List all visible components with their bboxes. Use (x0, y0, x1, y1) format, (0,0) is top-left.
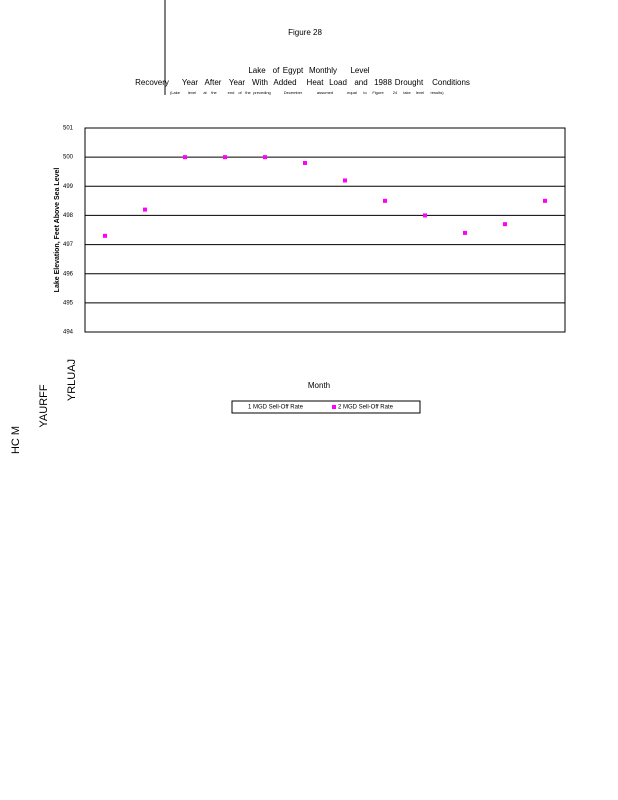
heading-word: of (273, 66, 280, 75)
heading-note: lake (403, 90, 411, 95)
y-tick-label: 494 (63, 330, 74, 336)
heading-word: Drought (395, 78, 424, 87)
heading-note: to (363, 90, 367, 95)
heading-note: end (228, 90, 235, 95)
heading-word: After (205, 78, 222, 87)
y-tick-label: 500 (63, 155, 74, 161)
point (343, 178, 347, 183)
legend-label: 1 MGD Sell-Off Rate (248, 405, 304, 411)
legend-box (231, 400, 421, 414)
point (103, 233, 107, 238)
y-tick-label: 499 (63, 184, 74, 190)
heading-note: of (238, 90, 242, 95)
side-text: YRLUAJ (66, 359, 78, 401)
heading-note: December (284, 90, 303, 95)
point (183, 155, 187, 160)
heading-word: and (354, 78, 367, 87)
heading-note: (Lake (170, 90, 181, 95)
heading-word: Level (350, 66, 369, 75)
heading-word: Recovery (135, 78, 169, 87)
y-tick-label: 497 (63, 242, 74, 248)
point (263, 155, 267, 160)
legend-label: 2 MGD Sell-Off Rate (338, 405, 394, 411)
heading-word: With (252, 78, 268, 87)
heading-word: Monthly (309, 66, 337, 75)
y-tick-label: 498 (63, 213, 74, 219)
heading-word: 1988 (374, 78, 392, 87)
heading-note: equal (347, 90, 357, 95)
y-tick-label: 496 (63, 271, 74, 277)
heading-word: Lake (248, 66, 266, 75)
heading-word: Load (329, 78, 347, 87)
point (143, 207, 147, 212)
heading-note: level (416, 90, 424, 95)
y-tick-label: 501 (63, 126, 74, 132)
point (303, 160, 307, 165)
y-tick-label: 495 (63, 300, 74, 306)
point (463, 230, 467, 235)
heading-note: results) (430, 90, 444, 95)
heading-word: Egypt (283, 66, 304, 75)
heading-note: assumed (317, 90, 333, 95)
legend-marker (332, 405, 336, 409)
point (543, 198, 547, 203)
heading-note: the (211, 90, 217, 95)
heading-word: Conditions (432, 78, 470, 87)
side-text: HC M (10, 426, 22, 454)
heading-note: the (245, 90, 251, 95)
x-axis-label: Month (308, 381, 330, 390)
point (423, 213, 427, 218)
heading-word: Year (182, 78, 199, 87)
y-axis-label: Lake Elevation, Feet Above Sea Level (54, 168, 61, 293)
heading-word: Added (273, 78, 296, 87)
chart-title: Figure 28 (288, 28, 322, 37)
side-text: YAURFF (38, 384, 50, 427)
heading-word: Year (229, 78, 246, 87)
heading-note: Figure (372, 90, 384, 95)
point (383, 198, 387, 203)
heading-note: level (188, 90, 196, 95)
heading-note: 24 (393, 90, 398, 95)
heading-word: Heat (307, 78, 325, 87)
heading-note: preceding (253, 90, 271, 95)
heading-note: at (203, 90, 207, 95)
point (503, 222, 507, 227)
point (223, 155, 227, 160)
